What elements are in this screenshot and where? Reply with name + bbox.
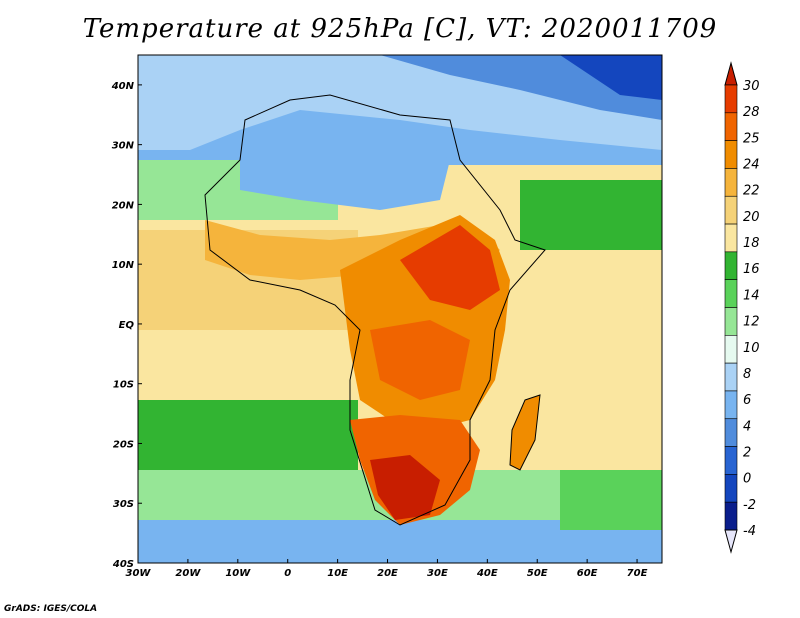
colorbar-label: 10 bbox=[743, 341, 760, 356]
colorbar-swatch bbox=[724, 474, 738, 503]
colorbar-label: 14 bbox=[743, 288, 760, 303]
lat-tick-label: 40S bbox=[112, 559, 134, 570]
colorbar-label: 25 bbox=[743, 131, 760, 146]
colorbar-label: 16 bbox=[743, 262, 760, 277]
colorbar-top-arrow bbox=[724, 61, 738, 86]
colorbar-swatch bbox=[724, 279, 738, 308]
colorbar-swatch bbox=[724, 390, 738, 420]
colorbar-swatch bbox=[724, 195, 738, 225]
lat-tick-label: 30N bbox=[112, 141, 135, 152]
colorbar-label: 6 bbox=[743, 393, 751, 408]
colorbar-swatch bbox=[724, 84, 738, 114]
lat-tick-label: 30S bbox=[113, 499, 134, 510]
lon-tick-label: 30W bbox=[126, 568, 152, 579]
colorbar-label: 30 bbox=[743, 79, 760, 94]
colorbar-swatch bbox=[724, 335, 738, 364]
lat-tick-label: 20S bbox=[113, 439, 134, 450]
lat-tick-label: 10S bbox=[113, 380, 134, 391]
colorbar-label: 8 bbox=[743, 367, 751, 382]
colorbar-label: 28 bbox=[743, 105, 760, 120]
colorbar-label: 2 bbox=[743, 445, 751, 460]
colorbar-swatch bbox=[724, 418, 738, 447]
colorbar-swatch bbox=[724, 223, 738, 253]
lat-tick-label: 40N bbox=[111, 81, 135, 92]
colorbar-label: 18 bbox=[743, 236, 760, 251]
lat-tick-label: 20N bbox=[112, 200, 135, 211]
madagascar-outline bbox=[509, 394, 541, 471]
coastline bbox=[204, 94, 546, 526]
colorbar-label: 12 bbox=[743, 315, 760, 330]
lon-tick-label: 10E bbox=[327, 568, 348, 579]
colorbar-swatch bbox=[724, 362, 738, 392]
credit-text: GrADS: IGES/COLA bbox=[4, 604, 98, 614]
lat-axis: 40N 30N 20N 10N EQ 10S 20S 30S 40S bbox=[111, 81, 142, 570]
colorbar-bottom-arrow bbox=[724, 529, 738, 554]
colorbar-label: -2 bbox=[743, 498, 756, 513]
colorbar-label: -4 bbox=[743, 524, 756, 539]
colorbar-swatch bbox=[724, 446, 738, 475]
lon-axis: 30W 20W 10W 0 10E 20E 30E 40E 50E 60E 70E bbox=[126, 559, 648, 579]
lon-tick-label: 50E bbox=[527, 568, 548, 579]
chart-title: Temperature at 925hPa [C], VT: 202001170… bbox=[82, 14, 718, 44]
colorbar-label: 22 bbox=[743, 184, 760, 199]
map-field bbox=[138, 55, 662, 563]
lon-tick-label: 70E bbox=[627, 568, 648, 579]
colorbar-swatch bbox=[724, 307, 738, 336]
colorbar-swatch bbox=[724, 112, 738, 141]
colorbar-swatch bbox=[724, 168, 738, 197]
colorbar-label: 24 bbox=[743, 158, 760, 173]
colorbar-swatch bbox=[724, 140, 738, 169]
lon-tick-label: 10W bbox=[225, 568, 251, 579]
lon-tick-label: 60E bbox=[577, 568, 598, 579]
lon-tick-label: 30E bbox=[427, 568, 448, 579]
lon-tick-label: 20E bbox=[377, 568, 398, 579]
lon-tick-label: 40E bbox=[476, 568, 498, 579]
lon-tick-label: 20W bbox=[175, 568, 201, 579]
colorbar-swatch bbox=[724, 251, 738, 280]
colorbar-swatch bbox=[724, 501, 738, 531]
colorbar-label: 20 bbox=[743, 210, 760, 225]
map-frame bbox=[137, 54, 663, 564]
lat-tick-label: 10N bbox=[112, 260, 135, 271]
lon-tick-label: 0 bbox=[284, 568, 291, 579]
colorbar-label: 0 bbox=[743, 472, 751, 487]
lat-tick-label: EQ bbox=[119, 320, 135, 331]
colorbar-label: 4 bbox=[743, 419, 751, 434]
